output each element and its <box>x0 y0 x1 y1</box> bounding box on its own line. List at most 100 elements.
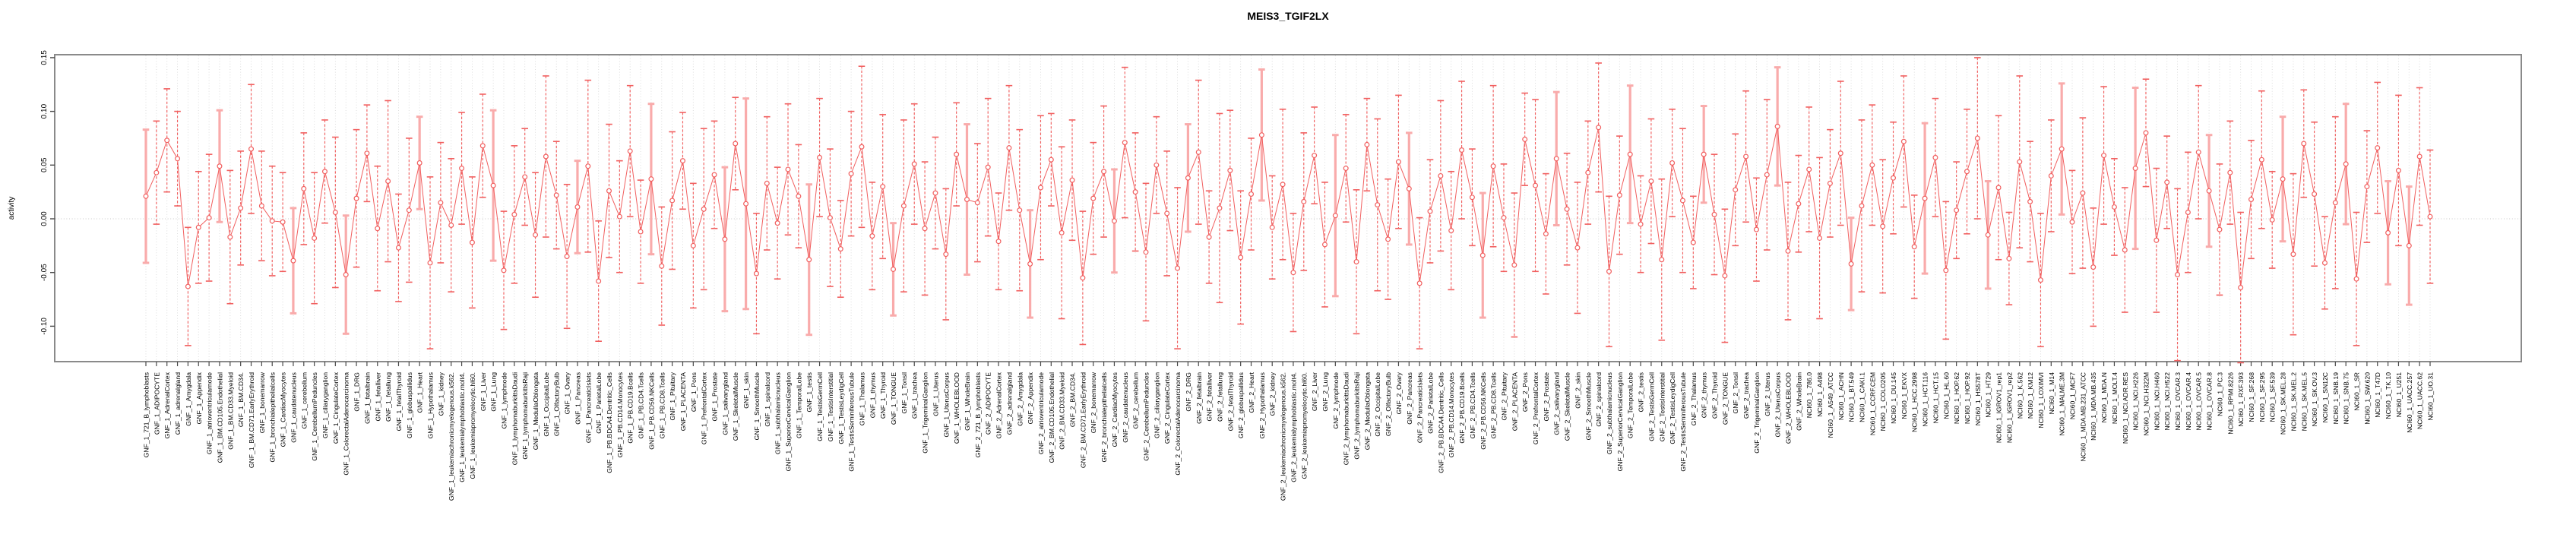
x-category-label: GNF_2_BM.CD34. <box>1069 372 1077 427</box>
x-category-label: NCI60_1_SK.MEL.28 <box>2280 372 2287 435</box>
data-point <box>596 278 602 284</box>
x-category-label: GNF_2_OlfactoryBulb <box>1385 372 1392 436</box>
x-category-label: NCI60_1_NCI.ADR.RES <box>2122 372 2129 444</box>
data-point <box>2385 229 2391 236</box>
data-point <box>1774 123 1780 129</box>
x-category-label: NCI60_1_NCI.H226 <box>2132 372 2140 431</box>
x-category-label: NCI60_1_MCF7 <box>2069 372 2077 419</box>
x-category-label: GNF_1_TestisLeydigCell <box>837 372 845 444</box>
x-category-label: NCI60_1_NCI.H322M <box>2142 372 2150 436</box>
x-category-label: GNF_2_ColorectalAdenocarcinoma <box>1174 372 1182 476</box>
error-bar <box>1163 150 1170 277</box>
data-point <box>2164 179 2170 185</box>
x-category-label: GNF_1_721_B_lymphoblasts <box>143 372 150 457</box>
x-category-label: GNF_1_ColorectalAdenocarcinoma <box>343 372 350 476</box>
error-bars <box>142 57 2434 364</box>
x-category-label: GNF_2_WholeBrain <box>1795 372 1802 431</box>
error-bar <box>1121 66 1128 219</box>
x-category-label: GNF_1_BM.CD34. <box>237 372 245 427</box>
x-category-label: GNF_1_TestisSeminiferousTubule <box>848 372 856 472</box>
x-category-label: GNF_2_bonemarrow <box>1090 372 1097 433</box>
data-point <box>891 266 897 272</box>
x-category-label: NCI60_1_SK.MEL.5 <box>2300 372 2308 432</box>
data-point <box>395 245 401 251</box>
x-category-label: NCI60_1_HT29 <box>1985 372 1992 418</box>
x-category-label: NCI60_1_A498 <box>1816 372 1824 417</box>
error-bar <box>543 75 549 238</box>
error-bar <box>385 100 391 263</box>
x-category-label: GNF_1_fetalliver <box>374 372 381 422</box>
x-category-label: NCI60_1_M14 <box>2048 372 2055 415</box>
data-point <box>343 272 349 278</box>
data-point <box>1037 185 1043 191</box>
x-category-label: GNF_1_Liver <box>479 372 487 411</box>
error-bar <box>606 123 612 258</box>
x-category-label: GNF_2_leukemiachronicmyelogenous.k562. <box>1280 372 1287 501</box>
data-point <box>1533 182 1539 188</box>
x-category-label: NCI60_1_K.562 <box>2016 372 2024 419</box>
x-category-label: GNF_1_WHOLEBLOOD <box>953 372 960 444</box>
x-category-label: GNF_2_TestisInterstitial <box>1658 372 1666 441</box>
x-category-label: GNF_1_Thyroid <box>879 372 887 419</box>
data-point <box>1995 185 2002 191</box>
x-category-label: GNF_2_cerebellum <box>1132 372 1140 429</box>
data-point <box>1048 157 1054 163</box>
x-category-label: GNF_2_Pituitary <box>1500 372 1508 420</box>
x-category-label: NCI60_1_MOLT.4 <box>2111 372 2119 424</box>
error-bar <box>1964 108 1970 235</box>
error-bar <box>1448 170 1455 291</box>
x-category-label: NCI60_1_MDA.MB.435 <box>2090 372 2097 441</box>
data-point <box>427 260 433 266</box>
data-point <box>1427 208 1433 214</box>
data-point <box>2017 159 2023 165</box>
error-bar <box>1005 84 1013 211</box>
gridlines <box>145 55 2431 361</box>
x-category-label: NCI60_1_T47D <box>2374 372 2381 418</box>
x-category-label: NCI60_1_NCI.H522 <box>2163 372 2171 431</box>
x-category-label: GNF_2_spinalcord <box>1595 372 1603 427</box>
data-point <box>964 197 970 203</box>
data-point <box>1353 259 1359 265</box>
error-bar <box>1500 163 1508 273</box>
x-category-label: GNF_1_DRG <box>353 372 361 412</box>
y-tick-label: -0.05 <box>40 264 49 281</box>
x-category-label: GNF_2_leukemialymphoblastic.molt4. <box>1290 372 1297 482</box>
x-category-label: GNF_1_kidney <box>437 372 445 416</box>
x-category-label: NCI60_1_IGROV1_rep1 <box>1995 372 2003 443</box>
plot-title: MEIS3_TGIF2LX <box>1247 10 1329 22</box>
error-bar <box>1205 190 1213 284</box>
error-bar <box>2300 89 2308 198</box>
x-category-label: GNF_2_CerebellumPeduncles <box>1142 372 1150 461</box>
data-point <box>543 153 549 160</box>
data-point <box>932 190 938 196</box>
data-point <box>1827 180 1833 186</box>
x-category-label: GNF_1_Heart <box>416 372 424 413</box>
data-point <box>1101 169 1107 175</box>
error-bar <box>690 182 697 309</box>
data-point <box>911 161 917 167</box>
x-category-label: GNF_1_fetalThyroid <box>395 372 403 432</box>
data-point <box>479 143 486 149</box>
error-bar <box>1353 189 1360 335</box>
x-category-label: GNF_2_DRG <box>1185 372 1192 412</box>
x-category-label: GNF_1_OlfactoryBulb <box>553 372 561 436</box>
error-bar <box>1079 210 1087 346</box>
error-bar <box>2090 207 2097 327</box>
error-bar <box>1016 128 1024 292</box>
data-point <box>585 163 591 169</box>
x-category-label: GNF_1_SmoothMuscle <box>753 372 761 441</box>
data-point <box>869 233 875 239</box>
x-category-label: NCI60_1_HCC.2998 <box>1911 372 1919 432</box>
error-bar <box>700 128 707 291</box>
data-point <box>364 150 370 157</box>
x-category-label: GNF_2_PB.CD19.Bcells <box>1458 372 1466 444</box>
error-bar <box>1363 97 1371 192</box>
error-bar <box>2290 172 2297 336</box>
data-point <box>2059 146 2065 152</box>
data-point <box>900 203 907 209</box>
data-point <box>848 171 854 177</box>
data-point <box>1448 228 1454 234</box>
x-category-label: NCI60_1_COLO205 <box>1879 372 1887 432</box>
data-point <box>722 236 728 242</box>
error-bar <box>732 96 739 191</box>
